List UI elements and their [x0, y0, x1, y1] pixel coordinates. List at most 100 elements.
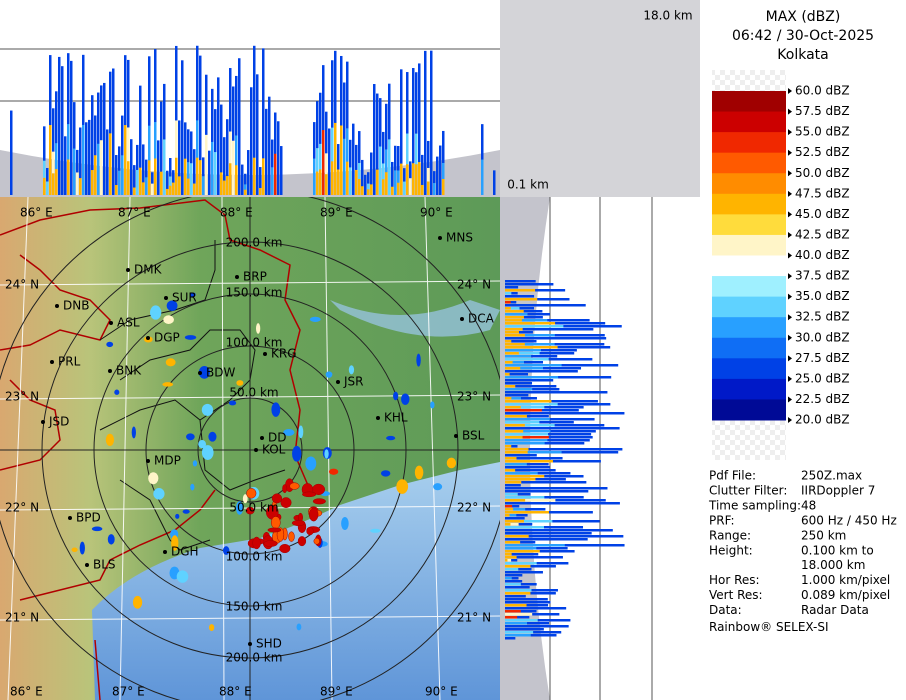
side-echo-core [505, 415, 527, 418]
top-echo-core [397, 182, 400, 195]
legend-label: 27.5 dBZ [795, 351, 850, 365]
site-name: Kolkata [777, 47, 828, 63]
side-echo-core [505, 442, 545, 445]
echo [148, 472, 159, 485]
echo-strong [308, 507, 319, 522]
echo [433, 483, 443, 491]
side-echo-core [505, 415, 514, 418]
top-echo-core [430, 122, 433, 195]
side-echo-core [505, 382, 519, 385]
echo [71, 547, 78, 553]
legend-swatch [712, 193, 786, 215]
side-echo [505, 433, 592, 436]
legend-swatch [712, 276, 786, 298]
top-echo-core [73, 148, 76, 195]
side-echo-core [505, 508, 526, 511]
side-echo-core [505, 409, 542, 412]
side-echo-core [505, 529, 559, 532]
top-echo-core [367, 189, 370, 195]
side-echo-core [505, 619, 538, 622]
top-echo [157, 140, 160, 195]
legend-swatch [712, 152, 786, 174]
legend-label: 20.0 dBZ [795, 413, 850, 427]
echo [190, 483, 195, 491]
echo-strong [245, 506, 255, 515]
top-echo-core [139, 167, 142, 195]
side-echo-core [505, 592, 531, 595]
side-echo-core [505, 346, 558, 349]
top-echo-core [427, 181, 430, 195]
top-echo-core [274, 153, 277, 195]
range-label: 150.0 km [226, 600, 283, 614]
echo [105, 433, 115, 447]
side-echo-core [505, 433, 549, 436]
echo [305, 456, 317, 471]
side-echo-core [505, 484, 513, 487]
side-echo-core [505, 295, 520, 298]
info-label: Height: [709, 544, 753, 558]
side-echo-core [505, 520, 524, 523]
range-label: 50.0 km [229, 386, 278, 400]
echo [79, 541, 85, 555]
side-echo-core [505, 577, 512, 580]
legend-swatch [712, 234, 786, 256]
side-echo [505, 331, 533, 334]
station-label: JSD [48, 415, 69, 429]
station-label: KOL [262, 443, 286, 457]
side-echo-core [505, 568, 519, 571]
station-dot [438, 236, 442, 240]
echo [153, 488, 165, 500]
legend-label: 42.5 dBZ [795, 227, 850, 241]
top-echo-core [220, 172, 223, 195]
top-echo-core [433, 183, 436, 195]
side-echo-core [505, 637, 511, 640]
top-echo-core [241, 179, 244, 195]
side-echo-core [505, 427, 563, 430]
info-label: Pdf File: [709, 469, 756, 483]
side-echo-core [505, 445, 508, 448]
top-echo-core [424, 122, 427, 195]
side-echo [505, 481, 587, 484]
side-echo-core [505, 583, 521, 586]
top-echo-core [145, 177, 148, 195]
top-echo-core [343, 138, 346, 195]
side-echo-core [505, 331, 511, 334]
side-echo-core [505, 283, 530, 286]
side-echo [505, 397, 537, 400]
top-echo-core [382, 179, 385, 195]
top-echo-core [148, 125, 151, 195]
side-echo-core [505, 625, 537, 628]
station-dot [126, 268, 130, 272]
side-echo-core [505, 562, 537, 565]
side-echo-core [505, 574, 514, 577]
echo [292, 445, 302, 462]
top-echo-core [148, 160, 151, 195]
side-echo-core [505, 337, 556, 340]
side-echo-core [505, 589, 532, 592]
station-label: BPD [76, 511, 101, 525]
side-echo-core [505, 565, 531, 568]
echo [184, 335, 197, 340]
legend-label: 22.5 dBZ [795, 392, 850, 406]
side-echo-core [505, 334, 555, 337]
side-echo-core [505, 328, 523, 331]
station-label: ASL [117, 316, 140, 330]
echo [106, 341, 114, 348]
side-echo-core [505, 310, 513, 313]
lon-label: 86° E [20, 206, 53, 220]
station-dot [41, 420, 45, 424]
side-echo [505, 523, 533, 526]
side-echo-core [505, 418, 550, 421]
side-echo-core [505, 349, 541, 352]
top-echo-core [265, 151, 268, 195]
top-echo-core [316, 171, 319, 195]
top-echo-core [388, 139, 391, 195]
info-label: PRF: [709, 514, 735, 528]
side-echo-core [505, 451, 528, 454]
legend-label: 25.0 dBZ [795, 371, 850, 385]
info-label: Range: [709, 529, 751, 543]
top-echo-core [223, 180, 226, 195]
top-echo-core [199, 160, 202, 195]
legend-label: 55.0 dBZ [795, 125, 850, 139]
top-echo-core [403, 181, 406, 195]
